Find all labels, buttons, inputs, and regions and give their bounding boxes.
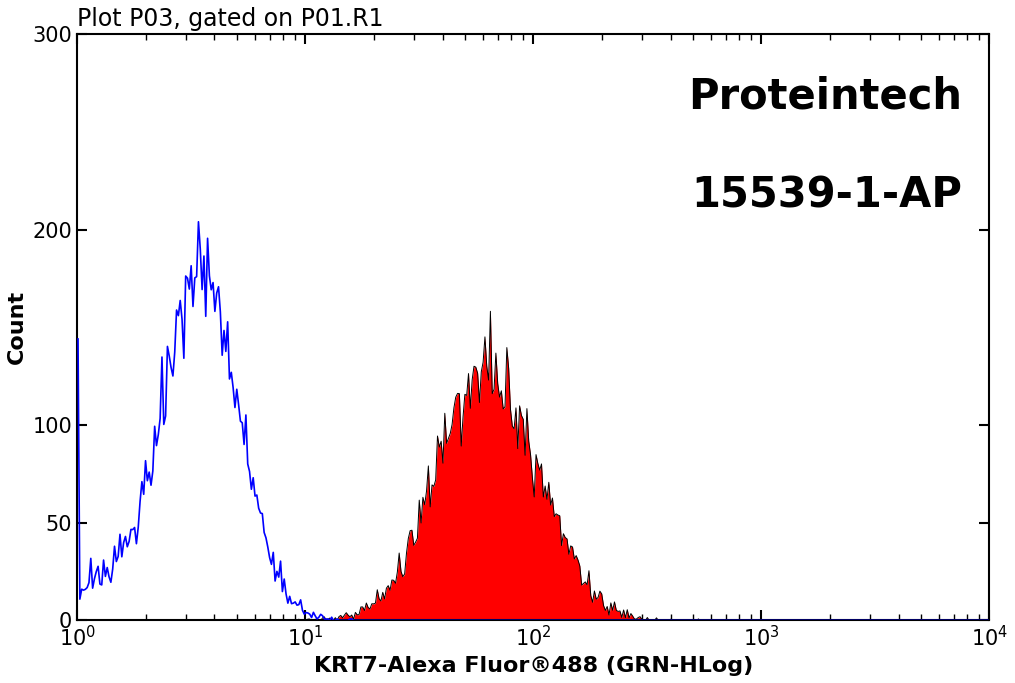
Text: Plot P03, gated on P01.R1: Plot P03, gated on P01.R1 (77, 7, 384, 31)
Text: Proteintech: Proteintech (688, 75, 962, 117)
Y-axis label: Count: Count (7, 290, 27, 365)
X-axis label: KRT7-Alexa Fluor®488 (GRN-HLog): KRT7-Alexa Fluor®488 (GRN-HLog) (314, 656, 753, 676)
Text: 15539-1-AP: 15539-1-AP (691, 175, 962, 217)
